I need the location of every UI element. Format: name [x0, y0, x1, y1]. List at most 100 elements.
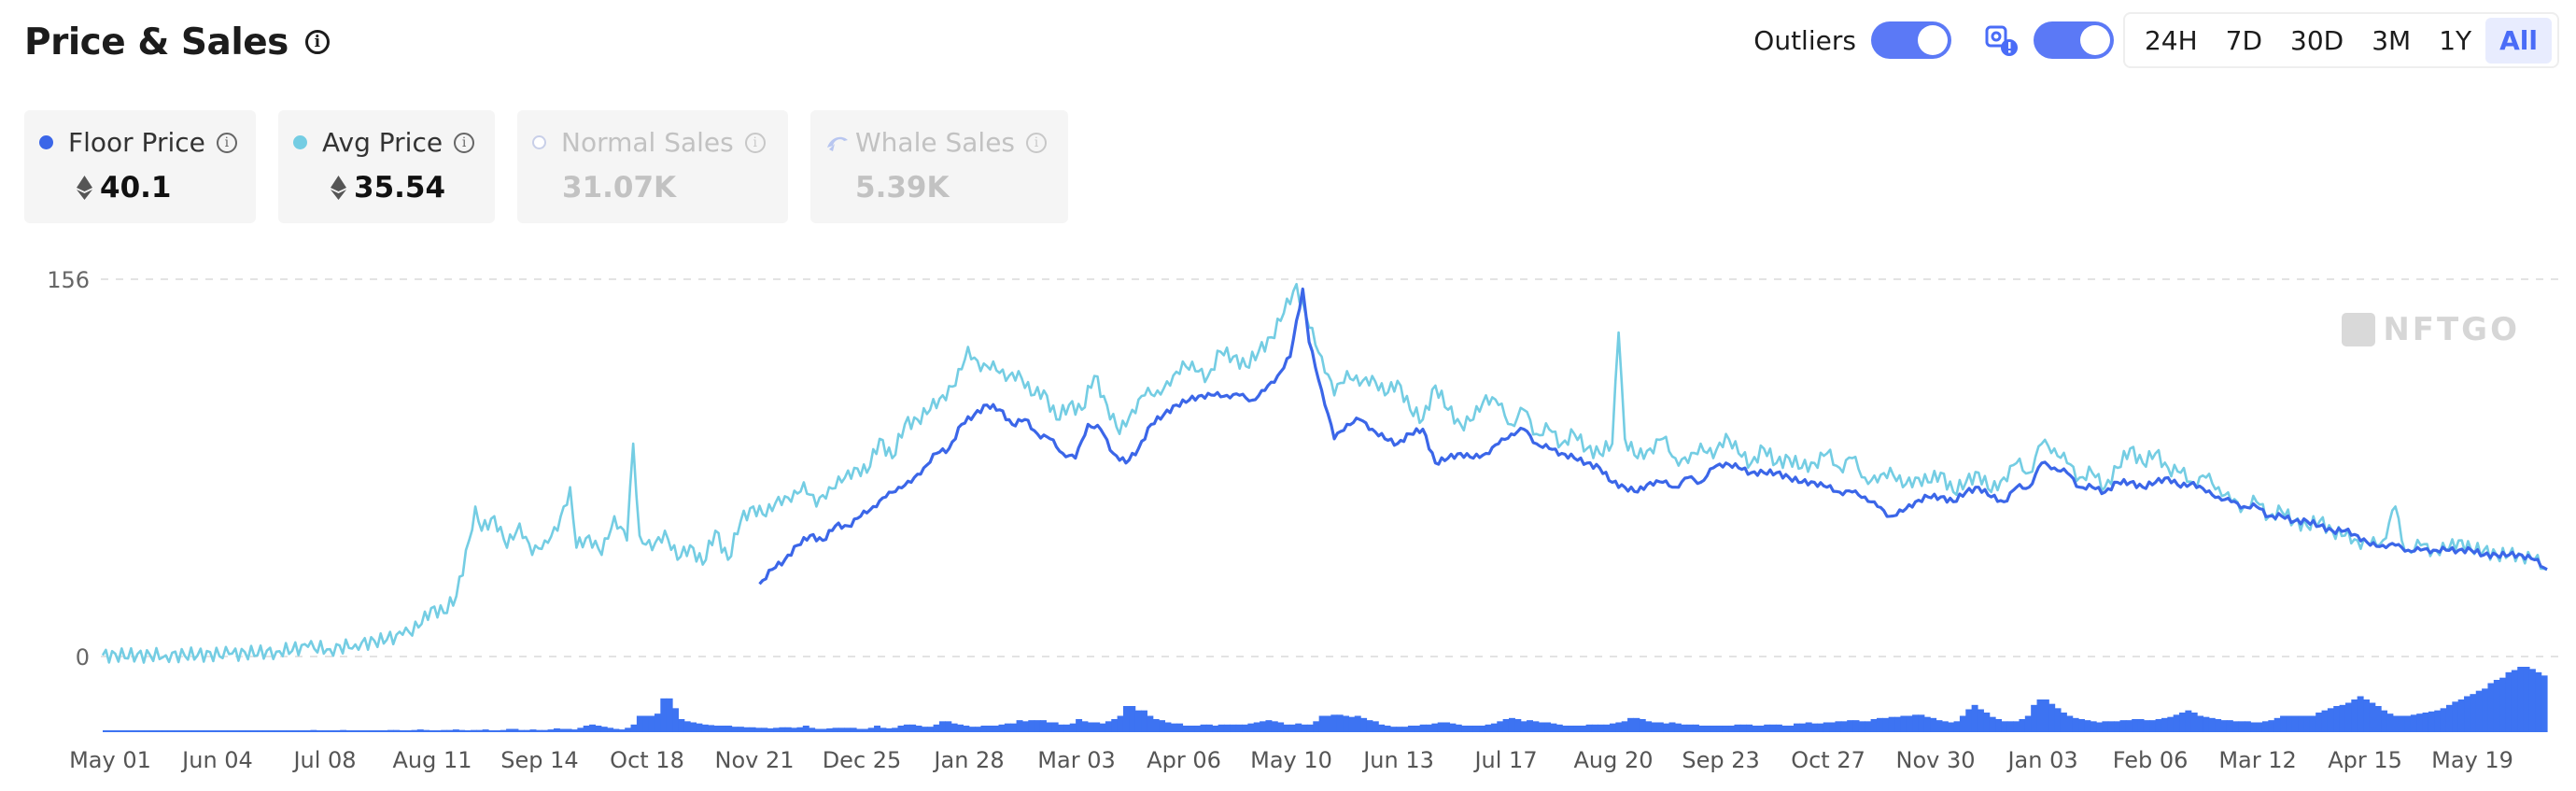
volume-bar [612, 728, 620, 732]
volume-bar [1823, 722, 1830, 732]
volume-bar [2321, 710, 2329, 732]
volume-bar [1858, 721, 1865, 732]
x-tick-label: Apr 15 [2328, 747, 2402, 773]
volume-bar [2404, 715, 2412, 732]
volume-bar [1686, 724, 1694, 732]
volume-bar [542, 729, 549, 732]
volume-bar [144, 730, 151, 732]
volume-bar [2078, 719, 2085, 732]
volume-bar [1847, 720, 1854, 732]
volume-bar [185, 730, 192, 732]
volume-bar [1431, 723, 1439, 732]
volume-bar [1010, 723, 1018, 732]
range-24h-button[interactable]: 24H [2144, 24, 2198, 56]
x-tick-label: Feb 06 [2113, 747, 2189, 773]
range-3m-button[interactable]: 3M [2372, 24, 2412, 56]
floor-price-card[interactable]: Floor Price i 40.1 [24, 110, 256, 223]
x-tick-label: May 19 [2431, 747, 2513, 773]
volume-bar [2511, 670, 2518, 732]
volume-bar [1176, 723, 1184, 732]
volume-bar [1538, 722, 1545, 732]
volume-bar [340, 729, 347, 732]
volume-bar [1063, 724, 1071, 732]
volume-bar [1443, 722, 1451, 732]
info-icon[interactable]: i [454, 132, 475, 153]
volume-bar [779, 727, 786, 732]
avg-price-card[interactable]: Avg Price i 35.54 [278, 110, 495, 223]
volume-bar [986, 726, 993, 732]
volume-bar [1028, 720, 1035, 732]
volume-bar [749, 727, 756, 732]
volume-bar [1912, 714, 1920, 732]
volume-bar [197, 730, 204, 732]
whale-toggle[interactable] [2033, 21, 2114, 59]
volume-bar [844, 727, 852, 732]
normal-sales-card[interactable]: Normal Sales i 31.07K [517, 110, 788, 223]
range-7d-button[interactable]: 7D [2225, 24, 2263, 56]
volume-bar [809, 727, 816, 732]
volume-bar [2381, 710, 2388, 732]
volume-bar [595, 726, 602, 732]
volume-bar [903, 724, 910, 732]
volume-bar [2185, 710, 2192, 732]
volume-bar [1971, 704, 1978, 732]
info-icon[interactable]: i [1026, 132, 1048, 153]
volume-bar [1580, 726, 1587, 732]
range-1y-button[interactable]: 1Y [2439, 24, 2472, 56]
volume-bar [856, 728, 863, 732]
volume-bar [2143, 720, 2150, 732]
volume-bar [250, 730, 258, 732]
whale-sales-card[interactable]: Whale Sales i 5.39K [810, 110, 1068, 223]
volume-bar [1152, 719, 1160, 732]
volume-bar [2256, 722, 2263, 732]
volume-bar [2487, 683, 2495, 732]
volume-bar [399, 730, 406, 732]
range-all-button[interactable]: All [2485, 17, 2552, 64]
info-icon[interactable]: i [216, 132, 237, 153]
volume-bar [257, 730, 264, 732]
volume-bar [636, 715, 643, 732]
volume-bar [1407, 726, 1415, 732]
volume-bar [921, 727, 928, 732]
info-icon[interactable]: i [744, 132, 766, 153]
volume-bar [642, 715, 650, 732]
volume-bar [2440, 708, 2447, 732]
volume-bar [2363, 699, 2370, 732]
x-tick-label: Nov 21 [715, 747, 795, 773]
volume-bar [179, 730, 187, 732]
volume-bar [862, 728, 869, 732]
volume-bar [2541, 675, 2548, 732]
avg-price-line [101, 282, 2548, 664]
volume-bar [583, 726, 590, 732]
volume-bar [2470, 694, 2477, 732]
nftgo-watermark: NFTGO [2342, 311, 2520, 348]
volume-bar [2291, 715, 2299, 732]
volume-bar [1959, 715, 1966, 732]
volume-bar [1200, 724, 1207, 732]
outliers-toggle[interactable] [1870, 21, 1951, 59]
volume-bar [1401, 727, 1409, 732]
volume-bar [524, 729, 531, 732]
volume-bar [298, 730, 305, 732]
volume-bar [1562, 726, 1570, 732]
volume-bar [1568, 726, 1575, 732]
x-tick-label: Jan 28 [932, 747, 1004, 773]
volume-bar [1141, 710, 1147, 732]
volume-bar [1348, 716, 1356, 732]
volume-bar [280, 730, 288, 732]
volume-bar [1739, 724, 1747, 732]
eth-icon [331, 176, 346, 200]
x-tick-label: Oct 27 [1791, 747, 1865, 773]
volume-bar [1527, 720, 1534, 732]
volume-bar [2298, 715, 2305, 732]
volume-bar [416, 729, 424, 732]
volume-bar [1610, 723, 1616, 732]
title-info-icon[interactable]: i [304, 30, 330, 54]
volume-bar [120, 730, 128, 732]
volume-bar [2203, 716, 2210, 732]
volume-bar [2013, 721, 2020, 732]
volume-bar [103, 730, 109, 732]
volume-bar [2179, 713, 2186, 732]
volume-bar [975, 727, 982, 732]
range-30d-button[interactable]: 30D [2290, 24, 2344, 56]
